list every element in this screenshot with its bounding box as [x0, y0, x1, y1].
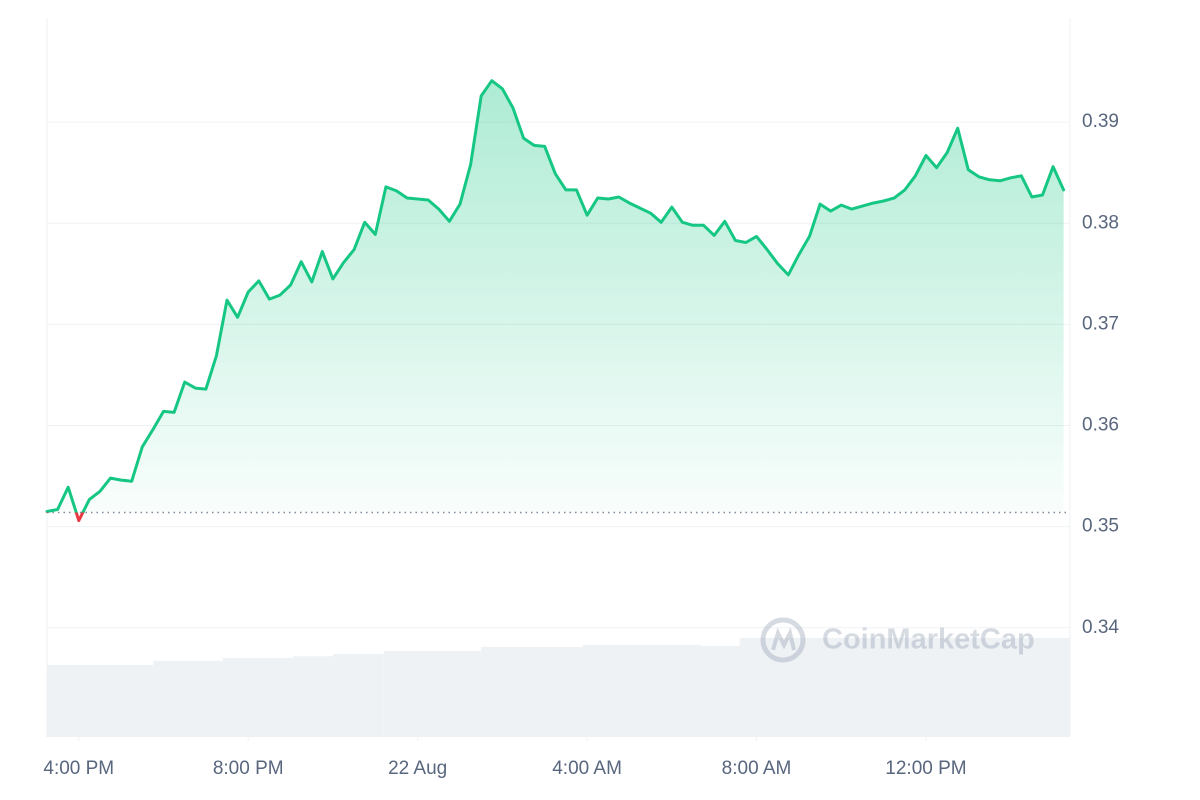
volume-bar	[481, 646, 583, 737]
y-tick-label: 0.34	[1082, 617, 1119, 638]
volume-bar	[739, 637, 1070, 737]
volume-bar	[582, 644, 702, 737]
x-tick-label: 4:00 AM	[552, 758, 622, 779]
y-tick-label: 0.35	[1082, 516, 1119, 537]
x-tick-label: 8:00 PM	[213, 758, 284, 779]
price-area	[47, 80, 1064, 521]
x-tick-label: 4:00 PM	[43, 758, 114, 779]
volume-bar	[222, 657, 294, 737]
x-tick-label: 12:00 PM	[885, 758, 966, 779]
volume-bar	[701, 646, 740, 737]
x-tick-label: 22 Aug	[388, 758, 447, 779]
watermark-logo-m	[771, 627, 796, 651]
y-tick-label: 0.36	[1082, 415, 1119, 436]
volume-bar	[293, 656, 333, 737]
y-tick-label: 0.37	[1082, 313, 1119, 334]
volume-bar	[47, 664, 154, 737]
volume-bar	[383, 650, 482, 737]
volume-bar	[332, 653, 384, 737]
volume-bar	[153, 660, 223, 737]
watermark: CoinMarketCap	[760, 617, 1035, 663]
watermark-logo	[760, 617, 806, 663]
x-tick-label: 8:00 AM	[722, 758, 792, 779]
price-line	[45, 79, 1066, 523]
y-tick-label: 0.39	[1082, 111, 1119, 132]
y-tick-label: 0.38	[1082, 212, 1119, 233]
watermark-text: CoinMarketCap	[822, 624, 1035, 656]
